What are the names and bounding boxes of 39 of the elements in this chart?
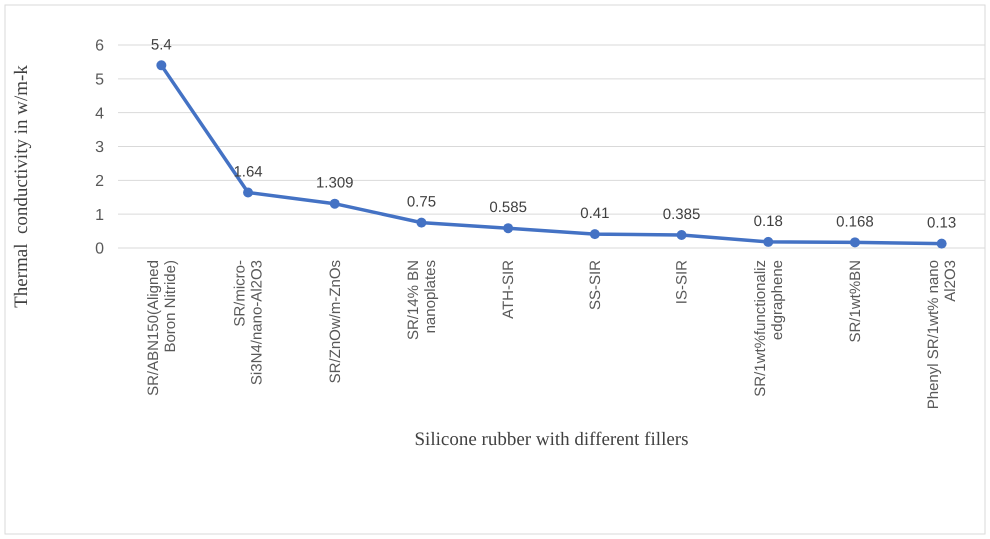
point: [156, 60, 166, 70]
point: [243, 188, 254, 198]
point: [590, 229, 600, 240]
data-label: 0.585: [489, 199, 527, 216]
point: [676, 230, 687, 240]
y-tick-label: 2: [95, 172, 104, 190]
data-label: 0.168: [836, 213, 874, 230]
point: [503, 223, 514, 234]
data-label: 1.64: [233, 164, 263, 181]
y-tick-label: 0: [95, 240, 104, 258]
x-tick-label: SR/micro- Si3N4/nano-Al2O3: [232, 260, 266, 386]
x-tick-label: SR/1wt%functionaliz edgraphene: [752, 260, 786, 397]
point: [850, 237, 860, 248]
x-tick-label: ATH-SIR: [500, 260, 518, 319]
y-tick-label: 5: [95, 71, 104, 88]
x-axis-title: Silicone rubber with different fillers: [414, 429, 689, 450]
y-tick-label: 6: [95, 38, 104, 55]
data-label: 0.41: [580, 205, 610, 222]
x-tick-label: IS-SIR: [674, 260, 691, 304]
point: [330, 198, 340, 209]
x-tick-label: SR/ABN150(Aligned Boron Nitride): [144, 260, 179, 396]
x-tick-label: Phenyl SR/1wt% nano Al2O3: [925, 260, 960, 410]
point: [416, 218, 426, 228]
data-label: 1.309: [316, 174, 354, 192]
data-label: 0.75: [406, 194, 436, 211]
x-tick-label: SR/ZnOw/m-ZnOs: [326, 260, 344, 384]
y-tick-label: 1: [95, 206, 104, 224]
data-label: 0.18: [754, 212, 783, 230]
data-label: 5.4: [150, 36, 172, 54]
data-label: 0.385: [662, 206, 700, 223]
y-tick-label: 3: [95, 139, 104, 156]
data-label: 0.13: [927, 214, 956, 232]
y-axis-title: Thermal conductivity in w/m-k: [11, 64, 32, 308]
x-tick-label: SR/14% BN nanoplates: [404, 260, 439, 340]
point: [763, 236, 774, 247]
y-tick-label: 4: [95, 105, 104, 122]
x-tick-label: SR/1wt%BN: [846, 260, 864, 343]
x-tick-label: SS-SIR: [586, 260, 604, 310]
point: [936, 238, 947, 249]
